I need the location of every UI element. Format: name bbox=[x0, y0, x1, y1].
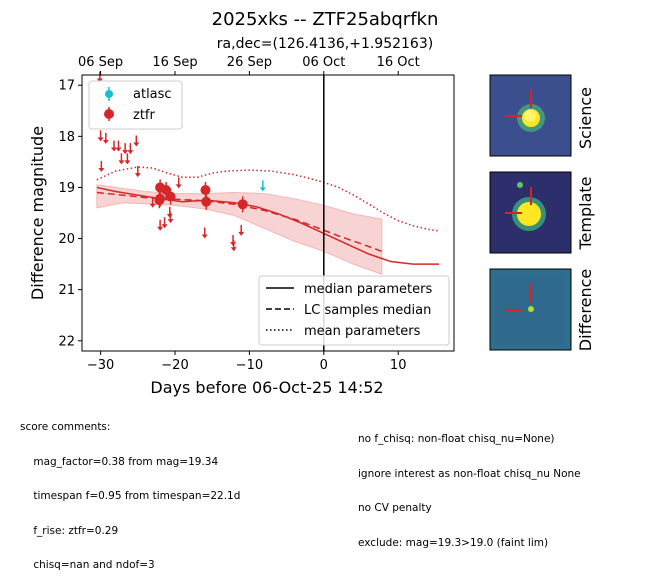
comment-line: ignore interest as non-float chisq_nu No… bbox=[358, 467, 581, 480]
comment-line: exclude: mag=19.3>19.0 (faint lim) bbox=[358, 536, 549, 549]
legend-atlasc-marker bbox=[105, 87, 113, 101]
legend-top: atlasc ztfr bbox=[88, 80, 183, 130]
ztfr-upper-limit bbox=[122, 143, 129, 155]
comment-line: chisq=nan and ndof=3 bbox=[20, 559, 155, 571]
comment-line: mag_factor=0.38 from mag=19.34 bbox=[20, 455, 219, 468]
ztfr-upper-limit bbox=[201, 227, 208, 239]
ztfr-upper-limit bbox=[98, 161, 105, 172]
x-tick-label: −30 bbox=[87, 358, 114, 373]
top-tick-label: 16 Sep bbox=[152, 55, 197, 70]
x-tick-label: 10 bbox=[390, 358, 407, 373]
cutout-difference: Difference bbox=[489, 268, 595, 351]
top-tick-label: 16 Oct bbox=[377, 55, 420, 70]
legend-ztfr-marker bbox=[104, 107, 114, 121]
x-tick-label: −20 bbox=[161, 358, 188, 373]
ztfr-upper-limit bbox=[149, 196, 156, 208]
lc-samples-band bbox=[96, 184, 383, 276]
ztfr-upper-limit bbox=[134, 166, 141, 178]
ztfr-upper-limit bbox=[238, 224, 245, 236]
top-tick-label: 26 Sep bbox=[227, 55, 272, 70]
figure-subtitle: ra,dec=(126.4136,+1.952163) bbox=[217, 36, 433, 52]
comment-line: no f_chisq: non-float chisq_nu=None) bbox=[358, 433, 555, 445]
legend-atlasc-label: atlasc bbox=[133, 87, 172, 102]
comment-line: score comments: bbox=[20, 421, 111, 433]
light-curve-plot: 17 18 19 20 21 22 −30 −20 −10 0 10 06 Sep 16 Sep 26… bbox=[28, 55, 455, 397]
ztfr-upper-limit bbox=[124, 153, 131, 165]
ztfr-upper-limit bbox=[118, 153, 125, 165]
legend-mean-label: mean parameters bbox=[304, 324, 421, 339]
ztfr-detection-point bbox=[237, 196, 248, 213]
y-tick-label: 17 bbox=[58, 79, 75, 94]
x-tick-label: 0 bbox=[320, 358, 328, 373]
ztfr-upper-limit bbox=[115, 140, 122, 152]
y-tick-label: 22 bbox=[58, 334, 75, 349]
legend-bottom: median parameters LC samples median mean… bbox=[258, 275, 450, 346]
ztfr-upper-limit bbox=[133, 135, 140, 147]
ztfr-upper-limit bbox=[161, 217, 168, 229]
ztfr-upper-limit bbox=[167, 212, 174, 224]
ztfr-upper-limit bbox=[102, 132, 109, 144]
ztfr-upper-limit bbox=[157, 219, 164, 231]
comment-line: no CV penalty bbox=[358, 502, 432, 514]
y-tick-label: 18 bbox=[58, 130, 75, 145]
score-comments-left: score comments: mag_factor=0.38 from mag… bbox=[20, 399, 240, 583]
figure-title: 2025xks -- ZTF25abqrfkn bbox=[212, 9, 439, 30]
ztfr-upper-limit bbox=[97, 130, 104, 142]
x-tick-label: −10 bbox=[236, 358, 263, 373]
plot-frame bbox=[81, 74, 455, 352]
legend-ztfr-label: ztfr bbox=[133, 108, 155, 123]
cutout-science-label: Science bbox=[576, 87, 595, 149]
comment-line: f_rise: ztfr=0.29 bbox=[20, 524, 119, 537]
ztfr-upper-limit bbox=[127, 143, 134, 155]
y-tick-label: 20 bbox=[58, 232, 75, 247]
legend-median-label: median parameters bbox=[304, 282, 432, 297]
ztfr-upper-limit bbox=[230, 240, 237, 252]
ztfr-detection-point bbox=[201, 193, 212, 210]
lc-samples-median-line bbox=[96, 191, 383, 253]
comment-line: timespan f=0.95 from timespan=22.1d bbox=[20, 490, 241, 502]
figure: 2025xks -- ZTF25abqrfkn ra,dec=(126.4136… bbox=[28, 9, 595, 397]
top-tick-label: 06 Oct bbox=[302, 55, 345, 70]
atlasc-upper-limit bbox=[259, 180, 266, 192]
ztfr-detection-point bbox=[165, 188, 176, 205]
cutout-template: Template bbox=[489, 171, 595, 254]
top-tick-label: 06 Sep bbox=[78, 55, 123, 70]
cutout-template-label: Template bbox=[576, 176, 595, 250]
score-comments-right: no f_chisq: non-float chisq_nu=None) ign… bbox=[358, 411, 581, 561]
y-tick-label: 19 bbox=[58, 181, 75, 196]
ztfr-upper-limit bbox=[175, 177, 182, 189]
y-axis-label: Difference magnitude bbox=[28, 126, 47, 300]
x-axis-label: Days before 06-Oct-25 14:52 bbox=[150, 378, 383, 397]
cutout-science: Science bbox=[489, 74, 595, 157]
ztfr-upper-limit bbox=[110, 140, 117, 152]
mean-parameters-line bbox=[96, 166, 440, 232]
y-tick-label: 21 bbox=[58, 283, 75, 298]
legend-lc-samples-label: LC samples median bbox=[304, 303, 431, 318]
cutout-difference-label: Difference bbox=[576, 269, 595, 351]
